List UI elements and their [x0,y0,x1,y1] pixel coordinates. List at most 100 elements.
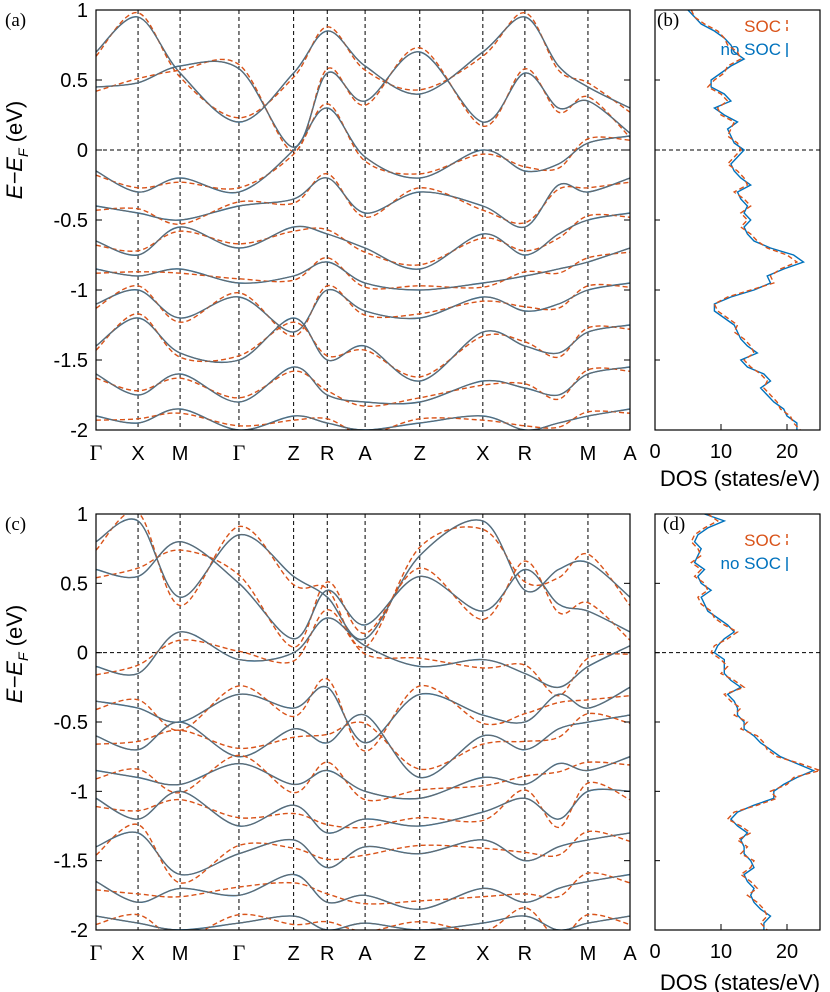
panel-label-b: (b) [657,10,679,31]
x-tick-label: X [131,943,144,965]
dos-panel-d: (d) DOS (states/eV) SOC no SOC 0 10 20 [649,513,821,992]
band-soc [96,103,630,190]
x-tick-label: 0 [649,441,660,463]
panel-label-a: (a) [5,10,26,31]
y-axis-label-c: E−EF (eV) [2,605,31,703]
y-tick-label: -2 [70,420,88,442]
band-nosoc [96,212,630,270]
x-tick-label: A [358,943,372,965]
x-tick-label: A [623,443,637,465]
x-tick-label: R [320,443,334,465]
dos-x-label-b: DOS (states/eV) [660,466,820,491]
y-tick-label: 0 [77,140,88,162]
band-grey [96,247,630,291]
x-tick-label: R [518,443,532,465]
band-soc [96,173,630,225]
legend-nosoc-b: no SOC [721,40,781,59]
band-soc [96,514,630,649]
band-soc [96,213,630,266]
x-tick-label: 10 [710,941,732,963]
band-grey [96,16,630,123]
band-grey [96,317,630,382]
panel-label-d: (d) [663,514,685,535]
x-tick-label: R [518,943,532,965]
x-tick-label: M [172,943,189,965]
y-tick-label: 1 [77,0,88,22]
band-soc [96,283,630,337]
y-label-main-c: E−E [2,661,27,704]
band-nosoc [96,518,630,641]
band-nosoc [96,540,630,640]
band-soc [96,608,630,697]
band-structure-panel-c: (c) E−EF (eV) 10.50-0.5-1-1.5-2Γ X M Γ Z R A Z X… [2,504,637,965]
x-tick-label: Γ [233,940,246,965]
band-nosoc [96,408,630,430]
dos-line-nosoc [687,10,806,430]
dos-line-soc [690,514,820,930]
band-soc [96,367,630,408]
y-tick-label: -1 [70,781,88,803]
svg-text:E−EF (eV): E−EF (eV) [2,605,31,703]
band-soc [96,549,630,648]
band-grey [96,617,630,688]
band-structure-panel-a: (a) E−EF (eV) 10.50-0.5-1-1.5-2Γ X M Γ Z R A Z X… [2,0,637,465]
y-tick-label: -0.5 [54,210,88,232]
band-soc [96,12,630,119]
x-tick-label: Z [414,943,426,965]
panel-label-c: (c) [5,514,26,535]
y-axis-label-a: E−EF (eV) [2,101,31,199]
dos-panel-b: (b) DOS (states/eV) SOC no SOC 0 10 20 [649,9,821,491]
dos-curves [687,10,806,430]
band-grey [96,713,630,779]
band-soc [96,47,630,153]
x-tick-label: 20 [776,441,798,463]
band-soc [96,678,630,752]
y-tick-label: 0.5 [60,70,88,92]
y-label-unit-c: (eV) [2,605,27,653]
dos-x-label-d: DOS (states/eV) [660,970,820,992]
band-grey [96,51,630,148]
bands-group [96,12,630,430]
dos-curves [690,514,820,930]
legend-soc-d: SOC [744,531,781,550]
band-grey [96,541,630,640]
band-grey [96,282,630,333]
band-soc [96,313,630,378]
legend-soc-b: SOC [744,17,781,36]
band-grey [96,756,630,800]
x-tick-label: A [623,943,637,965]
band-soc [96,872,630,905]
band-grey [96,408,630,430]
x-tick-label: M [580,943,597,965]
x-tick-label: Z [288,443,300,465]
band-grey [96,831,630,876]
y-tick-label: -1.5 [54,350,88,372]
y-tick-label: 0 [77,643,88,665]
band-soc [96,754,630,802]
band-grey [96,177,630,228]
x-tick-label: A [358,443,372,465]
x-tick-label: Z [288,943,300,965]
band-grey [96,788,630,834]
plot-frame [654,513,821,931]
x-tick-label: 0 [649,941,660,963]
x-tick-label: M [172,443,189,465]
y-label-unit-a: (eV) [2,101,27,149]
dos-line-soc [690,10,801,430]
x-tick-label: X [476,443,489,465]
y-tick-label: 1 [77,504,88,526]
band-grey [96,366,630,405]
svg-text:E−EF (eV): E−EF (eV) [2,101,31,199]
band-soc [96,410,630,430]
band-nosoc [96,831,630,876]
x-tick-label: R [320,943,334,965]
x-tick-label: X [131,443,144,465]
plot-frame [654,9,821,431]
y-tick-label: -0.5 [54,712,88,734]
y-tick-label: -2 [70,920,88,942]
x-tick-label: M [580,443,597,465]
y-tick-label: -1 [70,280,88,302]
dos-line-nosoc [693,514,816,930]
y-label-sub-c: F [15,651,31,661]
